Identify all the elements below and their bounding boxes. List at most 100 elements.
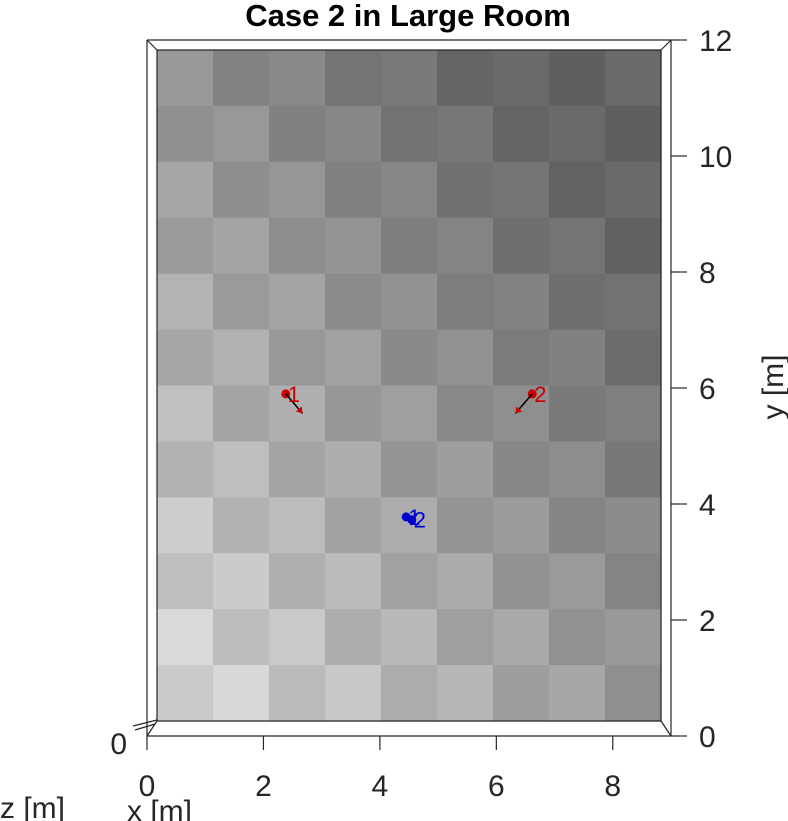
source-marker (407, 515, 417, 525)
floor-tile (493, 665, 550, 722)
floor-tile (493, 50, 550, 107)
y-tick-label: 8 (699, 257, 716, 290)
floor-tile (213, 105, 270, 163)
floor-tile (213, 609, 270, 666)
floor-tile (549, 665, 606, 722)
floor-tile (549, 609, 606, 666)
floor-tile (269, 105, 326, 163)
floor-tile (605, 50, 662, 107)
floor-tile (325, 497, 382, 554)
floor-tile (213, 441, 270, 498)
floor-tile (269, 217, 326, 275)
chart-title: Case 2 in Large Room (245, 0, 571, 33)
floor-tile (493, 329, 550, 387)
source-label: 1 (288, 382, 300, 407)
z-axis-label: z [m] (0, 792, 65, 821)
floor-tile (213, 50, 270, 107)
floor-tile (157, 553, 214, 610)
floor-tile (549, 497, 606, 554)
floor-tile (213, 329, 270, 387)
floor-tile (493, 497, 550, 554)
y-tick-label: 12 (699, 25, 732, 58)
floor-tile (605, 329, 662, 387)
floor-tile (325, 329, 382, 387)
y-axis-ticks: 0 2 4 6 8 10 12 (671, 25, 732, 754)
box-corner-tr (660, 39, 672, 51)
floor-tile (549, 50, 606, 107)
floor-tile (437, 665, 494, 722)
floor-tile (157, 665, 214, 722)
floor-tile (325, 441, 382, 498)
floor-tile (437, 273, 494, 331)
arrow-head (515, 406, 523, 414)
floor-tile (157, 273, 214, 331)
floor-tile (381, 273, 438, 331)
floor-tile (325, 161, 382, 219)
floor-tile (381, 329, 438, 387)
source-label: 2 (414, 508, 426, 533)
floor-tile (269, 441, 326, 498)
floor-tile (157, 441, 214, 498)
floor-tile (493, 609, 550, 666)
floor-tile (269, 273, 326, 331)
floor-tile (549, 161, 606, 219)
floor-tile (605, 441, 662, 498)
floor-tile (437, 329, 494, 387)
floor-tile (269, 161, 326, 219)
floor-tile (437, 609, 494, 666)
y-tick-label: 4 (699, 489, 716, 522)
floor-tile (493, 161, 550, 219)
floor-tile (549, 385, 606, 443)
floor-tile (437, 161, 494, 219)
floor-tile (325, 273, 382, 331)
floor-tile (549, 217, 606, 275)
floor-tile (325, 105, 382, 163)
floor-tile (437, 105, 494, 163)
floor-tile (157, 50, 214, 107)
floor-tile (605, 385, 662, 443)
floor-tile (605, 105, 662, 163)
floor-tile (213, 217, 270, 275)
floor-tile (325, 217, 382, 275)
z-tick-mark (134, 723, 156, 731)
floor-tile (381, 665, 438, 722)
x-tick-label: 6 (488, 770, 505, 803)
x-axis-label: x [m] (127, 795, 192, 821)
floor-tile (493, 553, 550, 610)
arrow-head (295, 406, 303, 414)
x-tick-label: 8 (604, 770, 621, 803)
floor-tile (605, 273, 662, 331)
floor-tile (213, 665, 270, 722)
x-axis-ticks: 0 2 4 6 8 (139, 736, 621, 803)
x-tick-label: 2 (255, 770, 272, 803)
floor-tile (605, 553, 662, 610)
floor-tile (437, 50, 494, 107)
box-corner-tl (146, 39, 158, 51)
floor-tile (213, 553, 270, 610)
floor-tile (157, 497, 214, 554)
floor-tile (213, 161, 270, 219)
y-tick-label: 2 (699, 605, 716, 638)
floor-tile (325, 385, 382, 443)
floor-tile (157, 217, 214, 275)
z-tick-mark (132, 719, 158, 727)
floor-tile (157, 329, 214, 387)
box-corner-bl (146, 720, 158, 737)
floor-tile (549, 329, 606, 387)
floor-tile (493, 385, 550, 443)
floor-tile (605, 217, 662, 275)
floor-tile (269, 497, 326, 554)
floor-tile (437, 441, 494, 498)
floor-tile (605, 161, 662, 219)
y-tick-label: 10 (699, 141, 732, 174)
floor-tile (437, 385, 494, 443)
floor-tile (381, 50, 438, 107)
floor-tile (381, 441, 438, 498)
floor-tile (381, 385, 438, 443)
floor-tile (605, 497, 662, 554)
floor-tile (213, 273, 270, 331)
floor-tile (325, 50, 382, 107)
floor-tile (269, 385, 326, 443)
source-label: 2 (534, 382, 546, 407)
